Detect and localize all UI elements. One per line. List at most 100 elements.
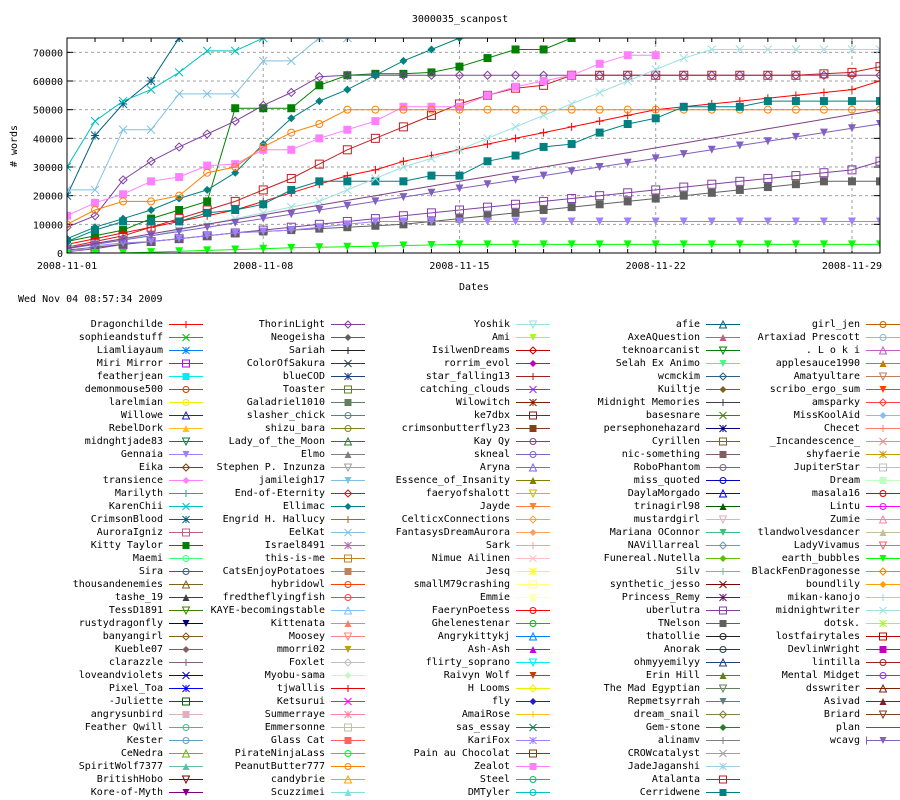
data-point-marker [529,567,537,576]
legend-swatch [706,529,740,536]
legend-label: blueCOD [282,371,325,382]
data-point-marker [67,185,72,195]
data-point-marker [181,579,191,589]
data-point-marker [182,659,190,666]
data-point-marker [719,749,727,758]
data-point-marker [718,657,728,667]
legend-label: nic-something [621,449,700,460]
data-point-marker [119,190,128,199]
legend-swatch [516,462,550,472]
legend-label: midnightwriter [775,605,860,616]
data-point-marker [529,425,537,432]
data-point-marker [147,217,156,226]
legend-item: tlandwolvesdancer [0,526,900,539]
data-point-marker [718,684,728,694]
data-point-marker [181,606,191,616]
data-point-marker [202,89,212,99]
data-point-marker [528,515,538,524]
legend-item: Erin Hill [0,669,740,682]
data-point-marker [719,568,727,575]
data-point-marker [182,724,190,731]
legend-label: Emmersonne [264,722,325,733]
data-point-marker [455,102,464,111]
legend-label: PirateNinjaLass [234,748,325,759]
data-point-marker [847,85,856,94]
data-point-marker [595,88,605,97]
legend-item: teknoarcanist [0,344,740,357]
data-point-marker [344,399,352,406]
legend-label: CelticxConnections [401,514,510,525]
data-point-marker [651,70,661,80]
data-point-marker [567,217,576,226]
legend-label: Kester [126,735,163,746]
legend-label: CeNedra [120,748,163,759]
legend-swatch [866,477,900,484]
data-point-marker [455,184,464,193]
data-point-marker [567,71,576,80]
data-point-marker [482,70,493,80]
data-point-marker [847,124,856,133]
legend-item: demonmouse500 [0,383,203,396]
legend-swatch [169,321,203,328]
data-point-marker [182,425,190,432]
data-point-marker [182,502,190,511]
legend-label: KAYE-becomingstable [210,605,325,616]
data-point-marker [455,38,464,42]
legend-label: AxeAQuestion [627,332,700,343]
data-point-marker [719,580,727,589]
data-point-marker [879,698,887,705]
data-point-marker [651,51,660,60]
data-point-marker [879,672,887,679]
legend-item: this-is-me [0,552,365,565]
legend-label: Sariah [288,345,325,356]
legend-item: Repmetsyrrah [0,695,740,708]
legend-label: tjwallis [276,683,325,694]
legend-item: boundlily [0,578,900,591]
legend-label: catching_clouds [419,384,510,395]
legend-label: Cerridwene [639,787,700,798]
legend-label: Ketsurui [276,696,325,707]
data-point-marker [371,242,380,251]
legend-swatch [169,671,203,680]
legend-swatch [866,437,900,446]
data-point-marker [203,208,212,217]
legend-label: flirty_soprano [425,657,510,668]
legend-item: Myobu-sama [0,669,365,682]
legend-item: midnghtjade83 [0,435,203,448]
legend-item: earth_bubbles [0,552,900,565]
legend-item: shyfaerie [0,448,900,461]
legend-label: NAVillarreal [627,540,700,551]
legend-swatch [706,399,740,406]
data-point-marker [427,45,436,54]
data-point-marker [287,226,296,235]
series-line [67,123,880,250]
legend-item: Kuiltje [0,383,740,396]
legend-swatch [331,399,365,406]
legend-label: RebelDork [108,423,163,434]
series-line [67,38,180,196]
data-point-marker [315,223,324,232]
legend-item: Pixel_Toa [0,682,203,695]
legend-swatch [331,528,365,537]
data-point-marker [511,240,520,249]
legend-item: FaerynPoetess [0,604,550,617]
data-point-marker [371,165,380,174]
legend-item: Midnight Memories [0,396,740,409]
legend-item: Cyrillen [0,435,740,448]
legend-item: Briard [0,708,900,721]
data-point-marker [879,529,887,536]
legend-label: tlandwolvesdancer [757,527,860,538]
data-point-marker [876,217,880,226]
legend-swatch [706,672,740,679]
legend-swatch [866,490,900,497]
data-point-marker [343,220,352,229]
data-point-marker [718,488,728,498]
data-point-marker [182,321,190,328]
legend-swatch [331,789,365,796]
legend-swatch [866,321,900,328]
data-point-marker [181,410,191,420]
legend-item: Silv [0,565,740,578]
legend-label: Ash-Ash [467,644,510,655]
legend-label: Anorak [663,644,700,655]
data-point-marker [182,515,190,524]
